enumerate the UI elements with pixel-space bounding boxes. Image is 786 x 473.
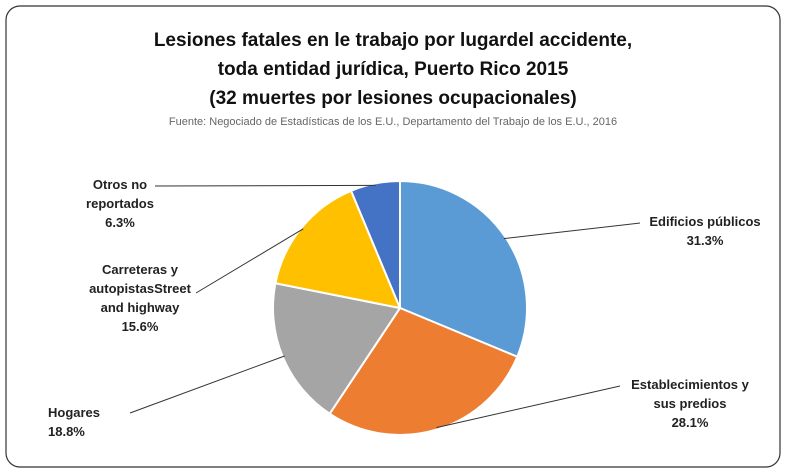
value-label: 6.3% [105,215,135,230]
chart-title: Lesiones fatales en le trabajo por lugar… [153,30,633,51]
leader-line [154,184,376,187]
leader-line [503,222,641,240]
slice-label: Establecimientos y sus predios 28.1% [600,375,780,432]
slice-label: Edificios públicos 31.3% [625,212,785,250]
pie-slice [328,306,519,436]
leader-line [436,385,621,429]
slice-label: Carreteras y autopistasStreet and highwa… [70,260,210,336]
pie-slice [274,189,402,310]
value-label: 31.3% [686,233,724,248]
leader-line [129,355,285,414]
category-label: Establecimientos y sus predios [631,377,749,411]
value-label: 28.1% [671,415,709,430]
slice-label: Otros no reportados 6.3% [60,175,180,232]
chart-title: (32 muertes por lesiones ocupacionales) [209,88,577,109]
leader-line [195,228,304,294]
category-label: Carreteras y autopistasStreet and highwa… [89,262,191,315]
chart-subtitle: Fuente: Negociado de Estadísticas de los… [168,116,618,128]
value-label: 15.6% [121,319,159,334]
pie-slice [349,179,401,309]
category-label: Hogares [48,405,101,420]
chart-title: toda entidad jurídica, Puerto Rico 2015 [217,59,569,80]
frame [5,5,781,468]
value-label: 18.8% [48,424,85,439]
category-label: Edificios públicos [649,214,761,229]
pie-slice [399,179,528,359]
category-label: Otros no reportados [86,177,154,211]
slice-label: Hogares 18.8% [48,403,168,441]
